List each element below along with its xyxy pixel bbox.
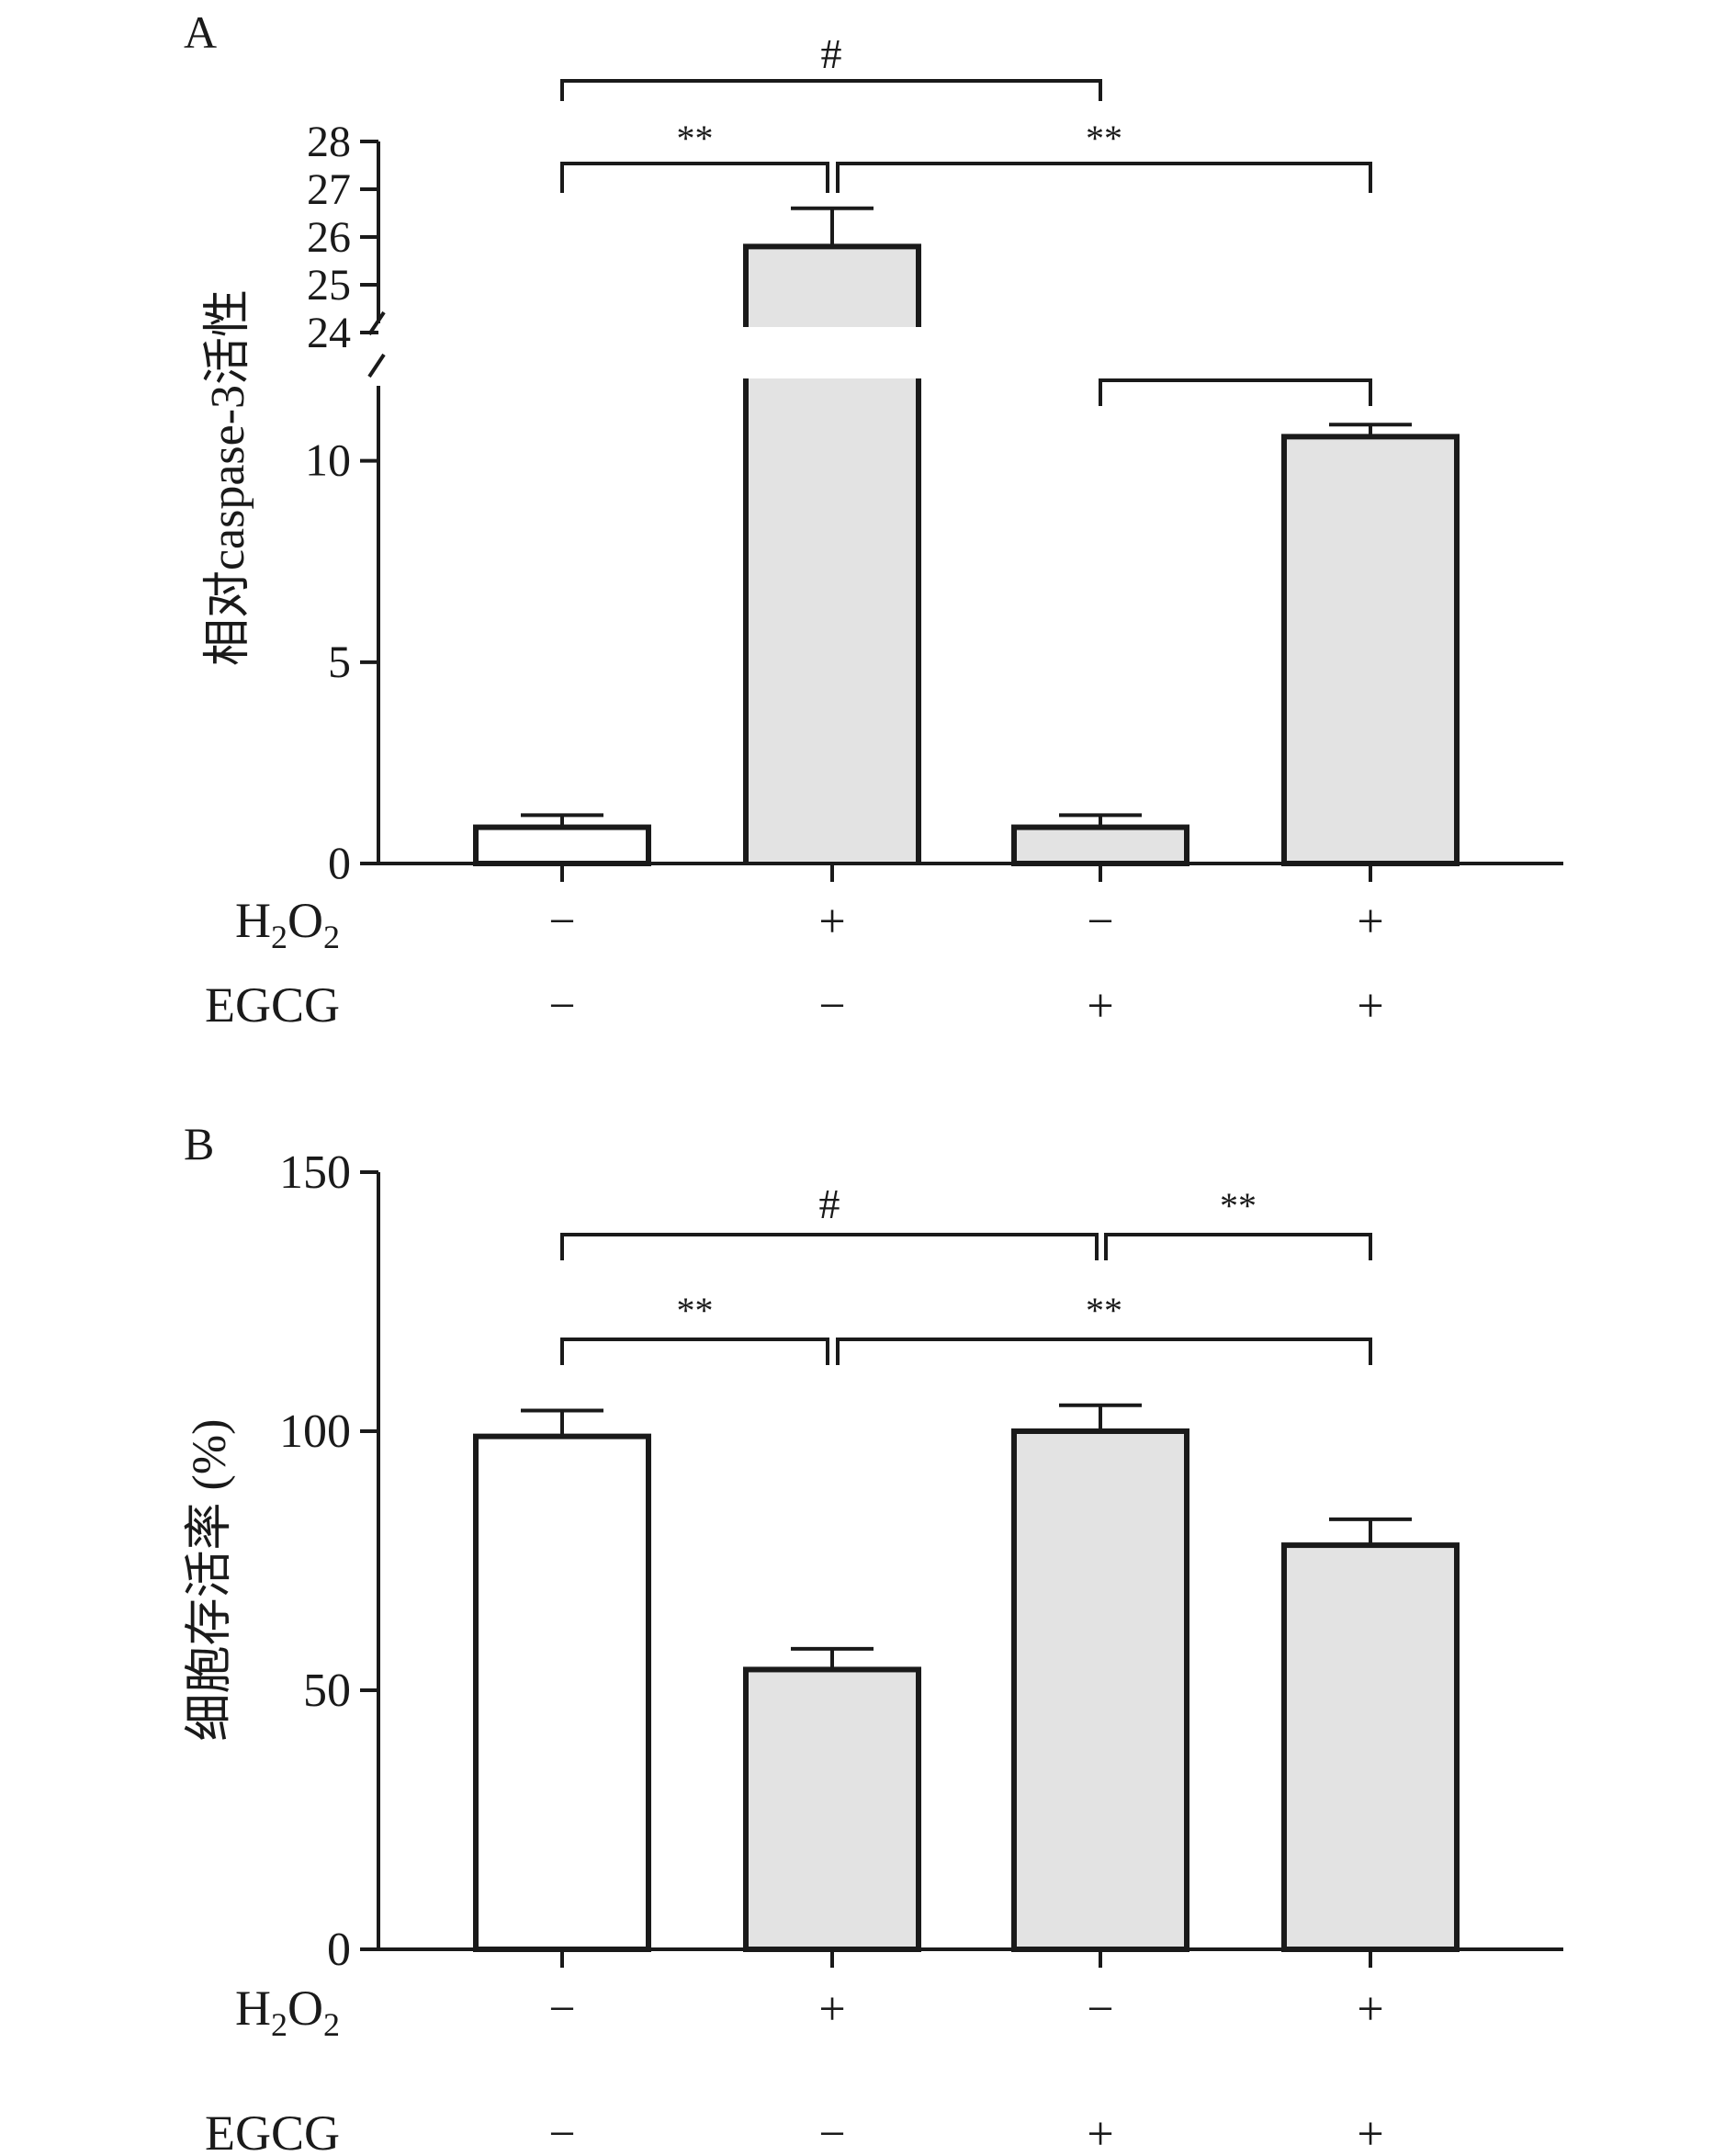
significance-bracket-a <box>560 79 1102 101</box>
y-tick-label-b: 150 <box>279 1146 351 1199</box>
y-tick-label-a: 24 <box>307 309 351 357</box>
y-tick-label-a: 0 <box>328 837 351 888</box>
y-tick-label-a: 5 <box>328 636 351 687</box>
bar-b <box>1011 1428 1189 1952</box>
y-axis-label-a: 相对caspase-3活性 <box>202 289 254 666</box>
y-tick-label-a: 26 <box>307 213 351 262</box>
treatment-label-b: H2O2 <box>235 1981 340 2043</box>
bar-a-lower-outline <box>743 378 921 864</box>
treatment-sign-a: − <box>1087 896 1113 948</box>
significance-bracket-b <box>560 1338 829 1365</box>
significance-label-a: ** <box>677 118 714 159</box>
significance-bracket-b <box>1104 1233 1372 1260</box>
significance-bracket-b <box>836 1338 1372 1365</box>
treatment-sign-b: + <box>818 1983 845 2036</box>
treatment-sign-a: − <box>548 980 575 1033</box>
treatment-sign-b: − <box>548 1983 575 2036</box>
y-tick-label-a: 28 <box>307 118 351 166</box>
bar-a <box>746 378 919 864</box>
treatment-label-a: EGCG <box>205 977 340 1033</box>
significance-label-a: # <box>821 30 842 77</box>
significance-label-b: # <box>819 1180 840 1227</box>
significance-bracket-b <box>560 1233 1099 1260</box>
bar-b <box>743 1666 921 1952</box>
y-axis-label-b: 细胞存活率 (%) <box>184 1419 236 1742</box>
axis-break-mark <box>367 353 386 378</box>
significance-label-b: ** <box>1220 1185 1257 1226</box>
bar-a-upper-fill <box>746 246 919 327</box>
panel-b-label: B <box>184 1118 214 1169</box>
treatment-sign-b: − <box>818 2108 845 2156</box>
y-tick-label-a: 27 <box>307 165 351 214</box>
treatment-sign-b: − <box>548 2108 575 2156</box>
treatment-sign-a: − <box>548 896 575 948</box>
y-tick-label-a: 10 <box>305 435 351 486</box>
y-tick-label-b: 100 <box>279 1405 351 1458</box>
treatment-sign-a: + <box>1087 980 1113 1033</box>
y-tick-label-a: 25 <box>307 261 351 310</box>
y-tick-label-b: 50 <box>303 1665 351 1717</box>
bar-b <box>1281 1542 1460 1952</box>
significance-label-b: ** <box>677 1290 714 1331</box>
significance-bracket-a <box>836 162 1372 193</box>
treatment-sign-b: + <box>1357 1983 1383 2036</box>
bar-a <box>1281 434 1460 866</box>
panel-a-label: A <box>184 6 217 58</box>
treatment-sign-b: − <box>1087 1983 1113 2036</box>
bar-a <box>1011 824 1189 866</box>
treatment-sign-b: + <box>1357 2108 1383 2156</box>
bar-b <box>473 1433 651 1952</box>
treatment-label-b: EGCG <box>205 2105 340 2156</box>
significance-label-a: ** <box>1086 118 1122 159</box>
treatment-sign-a: + <box>1357 896 1383 948</box>
treatment-sign-b: + <box>1087 2108 1113 2156</box>
significance-bracket-a <box>560 162 829 193</box>
treatment-sign-a: + <box>818 896 845 948</box>
significance-bracket-a <box>1099 378 1372 406</box>
y-tick-label-b: 0 <box>327 1924 351 1976</box>
panel-b: B 0 50 100 150 细胞存活率 (%) H2O2 − + − + EGCG − − + + ** ** #… <box>184 1118 1563 2156</box>
bar-a <box>473 824 651 866</box>
treatment-sign-a: − <box>818 980 845 1033</box>
treatment-label-a: H2O2 <box>235 893 340 955</box>
significance-label-b: ** <box>1086 1290 1122 1331</box>
treatment-sign-a: + <box>1357 980 1383 1033</box>
